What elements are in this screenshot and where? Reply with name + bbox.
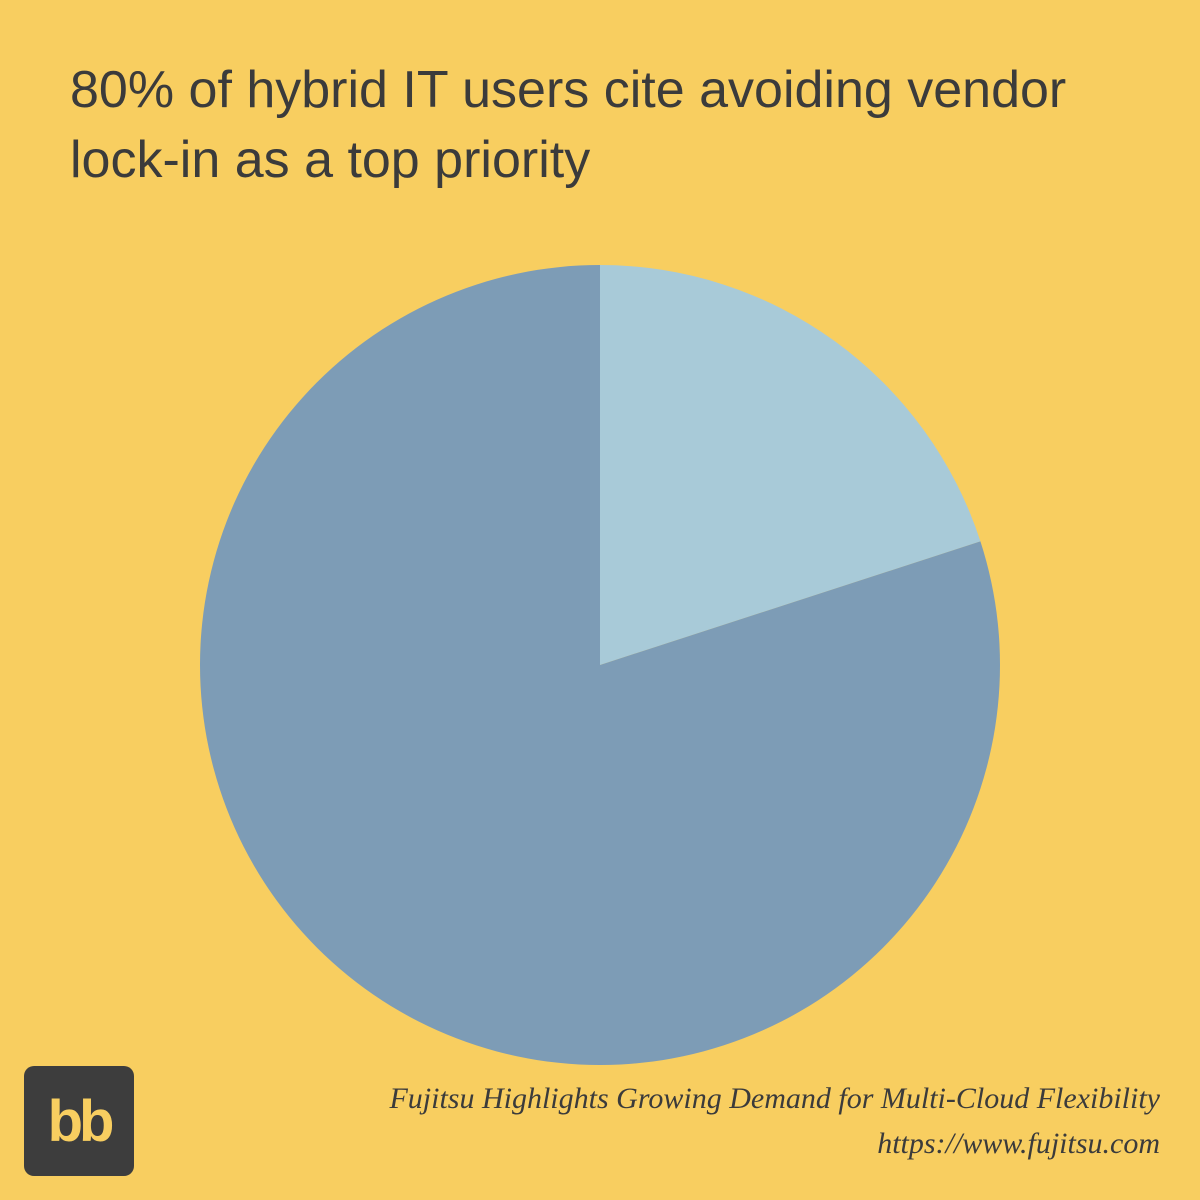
footer-source-url: https://www.fujitsu.com — [389, 1121, 1160, 1166]
pie-chart — [200, 265, 1000, 1065]
footer: Fujitsu Highlights Growing Demand for Mu… — [389, 1076, 1160, 1166]
footer-source-title: Fujitsu Highlights Growing Demand for Mu… — [389, 1076, 1160, 1121]
infographic-container: 80% of hybrid IT users cite avoiding ven… — [0, 0, 1200, 1200]
pie-svg — [200, 265, 1000, 1065]
brand-logo: bb — [24, 1066, 134, 1176]
headline-text: 80% of hybrid IT users cite avoiding ven… — [70, 55, 1070, 195]
brand-logo-text: bb — [48, 1088, 111, 1155]
